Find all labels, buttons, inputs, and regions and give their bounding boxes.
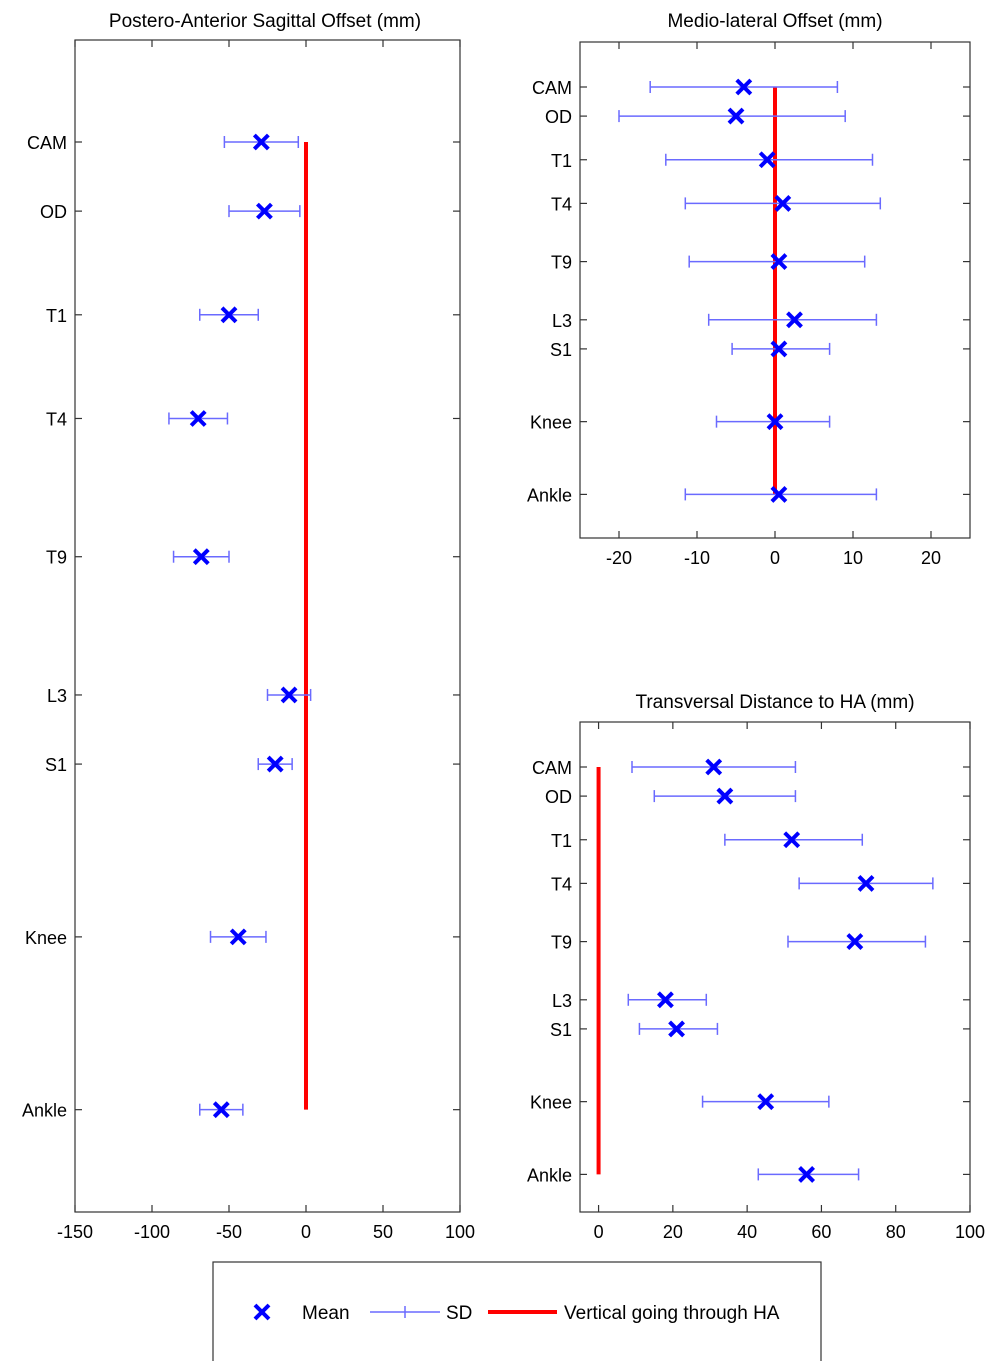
x-tick-label: 60 [811,1222,831,1242]
mean-marker [280,686,298,704]
y-category-label: S1 [550,1020,572,1040]
y-category-label: Knee [25,928,67,948]
mean-marker [774,194,792,212]
plot-frame [74,39,461,1213]
y-category-label: L3 [552,311,572,331]
x-tick-label: 40 [737,1222,757,1242]
x-tick-label: 50 [373,1222,393,1242]
mean-marker [192,548,210,566]
y-category-label: T1 [551,151,572,171]
x-tick-label: 20 [921,548,941,568]
mean-marker [786,311,803,329]
y-category-label: T1 [551,831,572,851]
y-category-label: T4 [46,409,67,429]
mean-marker [798,1165,815,1183]
y-category-label: Ankle [527,485,572,505]
mean-marker [252,133,270,151]
y-category-label: T4 [551,874,572,894]
legend-mean-marker [253,1303,271,1321]
legend-label-mean: Mean [302,1303,350,1324]
y-category-label: T9 [46,548,67,568]
x-tick-label: 100 [445,1222,475,1242]
mean-marker [657,991,674,1009]
x-tick-label: -100 [134,1222,170,1242]
y-category-label: CAM [532,78,572,98]
y-category-label: Ankle [527,1165,572,1185]
y-category-label: Knee [530,413,572,433]
x-tick-label: 20 [663,1222,683,1242]
mean-marker [727,107,745,125]
y-category-label: OD [545,787,572,807]
mean-marker [770,253,788,271]
y-category-label: OD [40,202,67,222]
mean-marker [758,151,776,169]
mean-marker [770,485,788,503]
legend-label-sd: SD [446,1303,472,1324]
x-tick-label: 0 [594,1222,604,1242]
y-category-label: Knee [530,1093,572,1113]
mean-marker [857,874,875,892]
y-category-label: S1 [45,755,67,775]
mean-marker [770,340,788,358]
y-category-label: CAM [532,758,572,778]
mean-marker [256,202,273,220]
mean-marker [766,413,784,431]
y-category-label: T9 [551,933,572,953]
x-tick-label: -150 [57,1222,93,1242]
chart-title: Transversal Distance to HA (mm) [635,692,914,713]
x-tick-label: 80 [886,1222,906,1242]
mean-marker [220,306,238,324]
y-category-label: T4 [551,194,572,214]
mean-marker [189,410,207,427]
x-tick-label: 0 [301,1222,311,1242]
mean-marker [212,1101,230,1119]
x-tick-label: -10 [684,548,710,568]
mean-marker [229,928,247,946]
y-category-label: L3 [47,686,67,706]
x-tick-label: 100 [955,1222,985,1242]
mean-marker [783,831,801,849]
y-category-label: T9 [551,253,572,273]
plot-frame [579,721,971,1213]
mean-marker [668,1020,685,1038]
y-category-label: Ankle [22,1101,67,1121]
y-category-label: T1 [46,306,67,326]
x-tick-label: 10 [843,548,863,568]
legend-label-reference: Vertical going through HA [564,1303,780,1324]
chart-title: Postero-Anterior Sagittal Offset (mm) [109,11,421,32]
x-tick-label: -20 [606,548,632,568]
mean-marker [735,78,753,96]
x-tick-label: -50 [216,1222,242,1242]
mean-marker [757,1093,775,1111]
y-category-label: L3 [552,991,572,1011]
y-category-label: S1 [550,340,572,360]
mean-marker [266,755,284,773]
chart-title: Medio-lateral Offset (mm) [667,11,882,32]
mean-marker [705,758,723,776]
x-tick-label: 0 [770,548,780,568]
y-category-label: CAM [27,133,67,153]
mean-marker [716,787,734,805]
y-category-label: OD [545,107,572,127]
mean-marker [846,933,864,951]
